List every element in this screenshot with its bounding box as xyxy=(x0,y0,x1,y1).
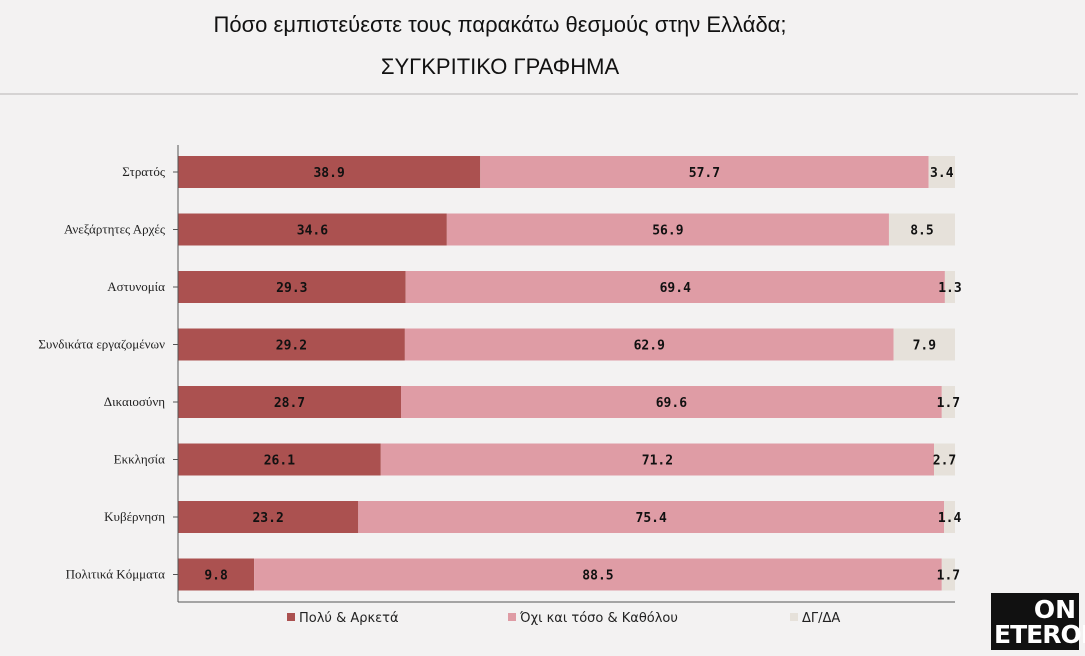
bar-segment xyxy=(941,558,955,591)
data-label: 1.7 xyxy=(937,569,960,584)
chart-title: Πόσο εμπιστεύεστε τους παρακάτω θεσμούς … xyxy=(213,12,787,37)
data-label: 1.7 xyxy=(937,396,960,411)
data-label: 29.3 xyxy=(276,281,307,296)
data-label: 29.2 xyxy=(276,339,307,354)
logo-line-1: ON xyxy=(1033,595,1076,624)
bar-segment xyxy=(178,501,359,533)
bar-segment xyxy=(400,386,942,418)
data-label: 9.8 xyxy=(204,569,228,584)
bar-segment xyxy=(178,328,405,361)
bar-segment xyxy=(893,328,955,361)
data-label: 1.3 xyxy=(938,281,961,296)
legend-swatch xyxy=(287,613,295,621)
legend-label: Πολύ & Αρκετά xyxy=(299,611,399,626)
bar-segment xyxy=(178,558,255,591)
data-label: 75.4 xyxy=(636,511,667,526)
category-label: Ανεξάρτητες Αρχές xyxy=(64,222,166,237)
data-label: 57.7 xyxy=(689,166,720,181)
bar-segment xyxy=(178,386,401,418)
data-label: 38.9 xyxy=(313,166,344,181)
legend-swatch xyxy=(508,613,516,621)
bar-segment xyxy=(405,271,945,303)
data-label: 69.6 xyxy=(656,396,687,411)
bar-segment xyxy=(928,156,955,188)
data-label: 62.9 xyxy=(634,339,665,354)
category-label: Εκκλησία xyxy=(114,452,166,467)
legend-swatch xyxy=(790,613,798,621)
data-label: 34.6 xyxy=(297,224,328,239)
data-label: 69.4 xyxy=(660,281,691,296)
bar-segment xyxy=(178,443,381,476)
bar-segment xyxy=(178,213,447,246)
header-divider xyxy=(0,93,1078,95)
bar-segment xyxy=(178,156,481,188)
legend-label: ΔΓ/ΔΑ xyxy=(802,611,840,626)
category-label: Δικαιοσύνη xyxy=(104,394,165,409)
data-label: 8.5 xyxy=(910,224,933,239)
bar-segment xyxy=(934,443,955,476)
data-label: 1.4 xyxy=(938,511,962,526)
category-label: Αστυνομία xyxy=(107,279,165,294)
bar-segment xyxy=(178,271,406,303)
data-label: 56.9 xyxy=(652,224,683,239)
data-label: 88.5 xyxy=(582,569,613,584)
on-eteron-logo: ON ETERON xyxy=(991,593,1085,650)
bar-segment xyxy=(941,386,955,418)
category-label: Κυβέρνηση xyxy=(104,509,165,524)
legend-label: Όχι και τόσο & Καθόλου xyxy=(519,611,678,626)
category-label: Συνδικάτα εργαζομένων xyxy=(38,337,165,352)
bar-segment xyxy=(944,501,955,533)
bar-segment xyxy=(404,328,894,361)
bar-segment xyxy=(944,271,955,303)
category-label: Πολιτικά Κόμματα xyxy=(66,567,166,582)
bar-segment xyxy=(480,156,929,188)
bar-segment xyxy=(358,501,945,533)
logo-line-2: ETERON xyxy=(994,620,1085,649)
bar-segment xyxy=(254,558,942,591)
category-label: Στρατός xyxy=(122,164,166,179)
bar-segment xyxy=(446,213,889,246)
data-label: 2.7 xyxy=(933,454,956,469)
bar-segment xyxy=(380,443,935,476)
data-label: 3.4 xyxy=(930,166,954,181)
bar-segment xyxy=(888,213,955,246)
data-label: 26.1 xyxy=(264,454,295,469)
data-label: 28.7 xyxy=(274,396,305,411)
data-label: 7.9 xyxy=(913,339,936,354)
data-label: 71.2 xyxy=(642,454,673,469)
chart-subtitle: ΣΥΓΚΡΙΤΙΚΟ ΓΡΑΦΗΜΑ xyxy=(380,54,620,79)
data-label: 23.2 xyxy=(252,511,283,526)
